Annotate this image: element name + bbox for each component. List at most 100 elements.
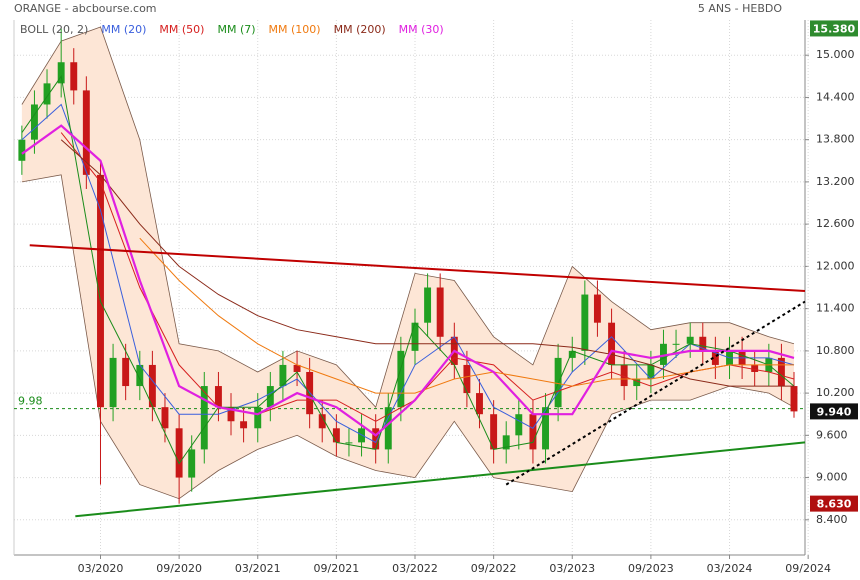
candle-body: [502, 435, 510, 450]
y-tick-label: 12.600: [816, 217, 855, 230]
x-tick-label: 03/2020: [78, 562, 124, 575]
candle-body: [148, 364, 156, 408]
candle-body: [188, 449, 196, 478]
candle-body: [266, 386, 274, 408]
candle-body: [240, 421, 248, 429]
price-marker-label: 8.630: [817, 498, 852, 511]
price-marker: [810, 20, 858, 37]
y-tick-label: 13.200: [816, 175, 855, 188]
moving-average: [21, 75, 795, 465]
candle-body: [372, 428, 380, 450]
candle-body: [463, 364, 471, 394]
candle-body: [70, 62, 78, 91]
x-tick-label: 09/2021: [314, 562, 360, 575]
moving-average: [21, 103, 795, 444]
candle-body: [82, 90, 90, 175]
y-tick-label: 13.800: [816, 133, 855, 146]
candle-body: [686, 336, 694, 344]
candle-body: [175, 428, 183, 478]
candle-body: [109, 357, 117, 408]
x-tick-label: 09/2024: [785, 562, 831, 575]
candle-body: [200, 386, 208, 450]
legend-entry: MM (20): [101, 23, 146, 36]
candle-body: [672, 343, 680, 345]
reference-label: 9.98: [18, 395, 43, 408]
trendline: [505, 300, 806, 486]
y-tick-label: 14.400: [816, 90, 855, 103]
y-tick-label: 15.000: [816, 48, 855, 61]
candle-body: [647, 364, 655, 380]
legend-entry: MM (7): [217, 23, 255, 36]
x-tick-label: 09/2023: [628, 562, 674, 575]
candle-body: [620, 364, 628, 387]
candle-body: [790, 386, 798, 412]
legend-entry: MM (30): [399, 23, 444, 36]
candle-body: [97, 174, 104, 408]
x-tick-label: 09/2022: [471, 562, 517, 575]
moving-average: [60, 139, 794, 387]
candle-body: [384, 407, 392, 450]
legend-entry: BOLL (20, 2): [20, 23, 88, 36]
price-marker: [810, 495, 858, 512]
candle-body: [529, 414, 537, 450]
candle-body: [633, 379, 641, 387]
candle-body: [608, 322, 616, 365]
candle-body: [397, 350, 405, 408]
price-marker: [810, 403, 858, 420]
candle-body: [542, 407, 549, 450]
x-tick-label: 03/2022: [392, 562, 438, 575]
candle-body: [227, 407, 235, 422]
y-tick-label: 10.200: [816, 386, 855, 399]
bollinger-lower: [21, 174, 795, 500]
candle-body: [593, 294, 601, 323]
trendline: [29, 244, 806, 293]
y-tick-label: 11.400: [816, 302, 855, 315]
x-tick-label: 03/2021: [235, 562, 281, 575]
moving-average: [60, 132, 795, 422]
candle-body: [214, 386, 222, 408]
candle-body: [18, 139, 26, 161]
candle-body: [476, 393, 483, 415]
x-tick-label: 03/2023: [549, 562, 595, 575]
candle-body: [279, 364, 287, 387]
candle-body: [515, 414, 523, 436]
candle-body: [318, 414, 326, 429]
chart-subtitle: 5 ANS - HEBDO: [698, 2, 782, 15]
moving-average: [21, 124, 795, 437]
candle-body: [554, 357, 562, 408]
y-tick-label: 9.000: [816, 471, 848, 484]
y-tick-label: 10.800: [816, 344, 855, 357]
legend-entry: MM (200): [334, 23, 386, 36]
candle-body: [332, 428, 340, 443]
candle-body: [161, 407, 169, 429]
chart-title: ORANGE - abcbourse.com: [14, 2, 157, 15]
candle-body: [293, 364, 301, 372]
candle-body: [777, 357, 785, 387]
candle-body: [436, 287, 444, 337]
price-marker-label: 9.940: [817, 405, 852, 418]
candle-body: [711, 350, 719, 365]
candle-body: [254, 407, 262, 429]
candle-body: [43, 83, 51, 105]
x-tick-label: 03/2024: [707, 562, 753, 575]
bollinger-upper: [21, 26, 795, 408]
y-tick-label: 9.600: [816, 428, 848, 441]
moving-average: [139, 237, 794, 394]
y-tick-label: 12.000: [816, 259, 855, 272]
x-tick-label: 09/2020: [156, 562, 202, 575]
candle-body: [568, 350, 576, 358]
candle-body: [411, 322, 419, 351]
candle-body: [751, 364, 759, 372]
candle-body: [699, 336, 707, 351]
trendline: [75, 441, 806, 518]
legend-entry: MM (50): [159, 23, 204, 36]
candle-body: [345, 442, 353, 444]
candle-body: [490, 414, 498, 450]
candle-body: [581, 294, 589, 351]
candle-body: [136, 364, 144, 387]
y-tick-label: 8.400: [816, 513, 848, 526]
candle-body: [122, 357, 130, 387]
legend-entry: MM (100): [269, 23, 321, 36]
candle-body: [424, 287, 432, 323]
